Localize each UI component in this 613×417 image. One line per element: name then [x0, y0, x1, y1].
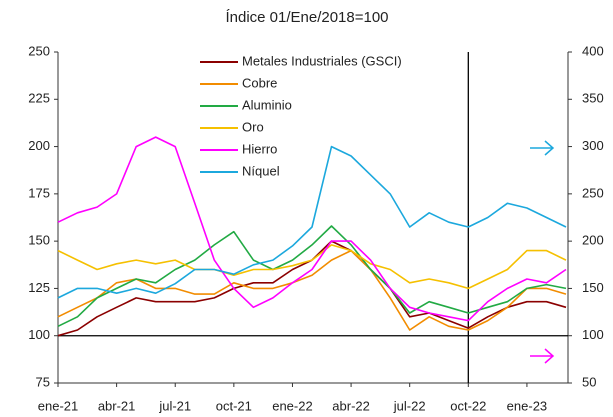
y-tick-label: 250: [28, 43, 50, 58]
y-tick-label: 100: [28, 327, 50, 342]
y2-tick-label: 400: [582, 43, 604, 58]
chart-title: Índice 01/Ene/2018=100: [225, 9, 388, 26]
legend-label: Hierro: [242, 141, 277, 156]
y-tick-label: 225: [28, 91, 50, 106]
y2-tick-label: 50: [582, 374, 596, 389]
y-tick-label: 150: [28, 233, 50, 248]
y2-tick-label: 150: [582, 280, 604, 295]
series-line: [57, 249, 567, 331]
x-tick-label: ene-23: [507, 398, 547, 413]
legend-label: Níquel: [242, 163, 280, 178]
legend-label: Metales Industriales (GSCI): [242, 53, 402, 68]
x-tick-label: ene-21: [38, 398, 78, 413]
y2-tick-label: 250: [582, 185, 604, 200]
series-line: [57, 244, 567, 290]
arrow: [530, 348, 555, 364]
y-tick-label: 125: [28, 280, 50, 295]
legend-label: Aluminio: [242, 97, 292, 112]
legend-label: Oro: [242, 119, 264, 134]
x-tick-label: jul-22: [393, 398, 426, 413]
x-tick-label: abr-21: [98, 398, 136, 413]
arrow: [530, 140, 555, 156]
y2-tick-label: 200: [582, 233, 604, 248]
y-tick-label: 75: [36, 374, 50, 389]
y-tick-label: 175: [28, 185, 50, 200]
series-line: [57, 136, 567, 322]
x-tick-label: ene-22: [272, 398, 312, 413]
y2-tick-label: 300: [582, 138, 604, 153]
x-tick-label: oct-21: [216, 398, 252, 413]
x-tick-label: jul-21: [158, 398, 191, 413]
legend-label: Cobre: [242, 75, 277, 90]
x-tick-label: abr-22: [332, 398, 370, 413]
y2-tick-label: 100: [582, 327, 604, 342]
x-tick-label: oct-22: [450, 398, 486, 413]
y-tick-label: 200: [28, 138, 50, 153]
series-line: [57, 225, 567, 328]
y2-tick-label: 350: [582, 91, 604, 106]
series-line: [57, 145, 567, 299]
